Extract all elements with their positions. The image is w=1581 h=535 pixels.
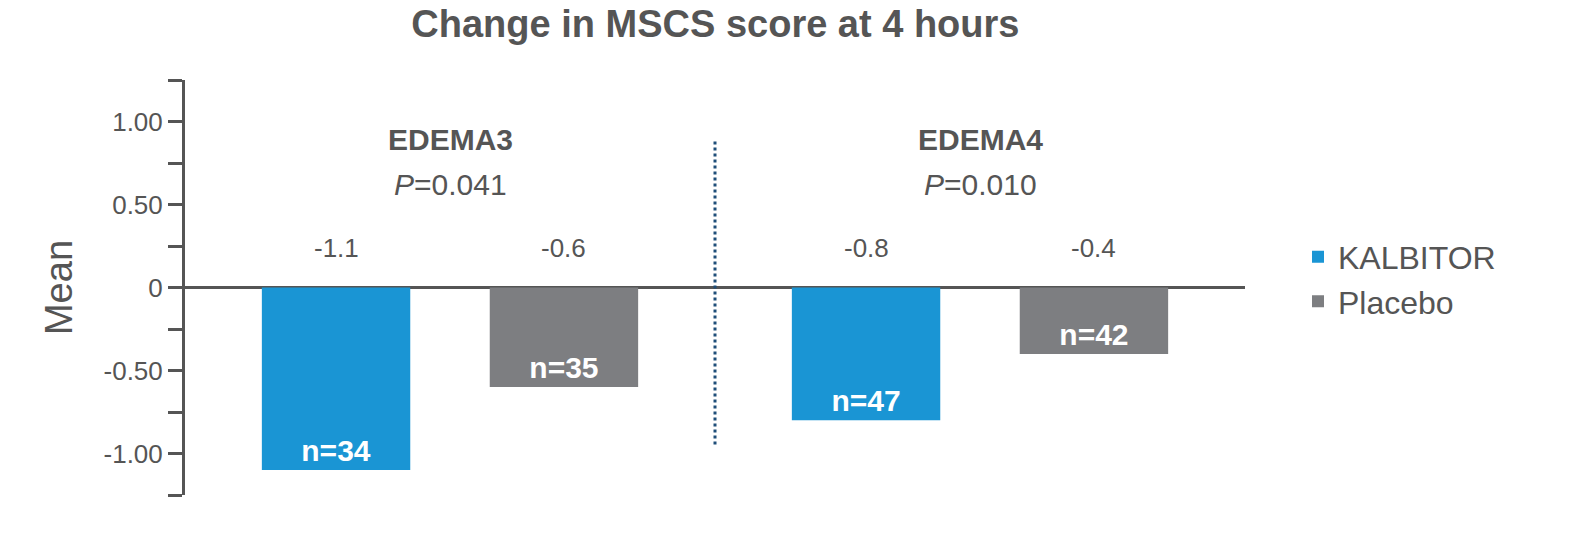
svg-text:-0.6: -0.6 [541,233,586,263]
svg-text:-0.50: -0.50 [104,356,163,386]
svg-text:-1.00: -1.00 [104,439,163,469]
svg-text:KALBITOR: KALBITOR [1338,240,1496,276]
svg-text:n=34: n=34 [301,434,371,467]
svg-text:EDEMA3: EDEMA3 [388,123,513,156]
svg-text:n=47: n=47 [831,384,900,417]
svg-text:P=0.010: P=0.010 [924,168,1037,201]
svg-text:-1.1: -1.1 [314,233,359,263]
svg-text:0.50: 0.50 [112,190,163,220]
svg-text:P=0.041: P=0.041 [394,168,507,201]
svg-text:n=35: n=35 [529,351,598,384]
svg-text:-0.4: -0.4 [1071,233,1116,263]
svg-text:Placebo: Placebo [1338,285,1454,321]
svg-text:EDEMA4: EDEMA4 [918,123,1043,156]
svg-text:-0.8: -0.8 [844,233,889,263]
svg-text:1.00: 1.00 [112,107,163,137]
svg-text:0: 0 [148,273,162,303]
svg-text:Mean: Mean [38,240,80,335]
svg-text:n=42: n=42 [1059,318,1128,351]
svg-text:Change in MSCS score at 4 hour: Change in MSCS score at 4 hours [411,3,1019,45]
